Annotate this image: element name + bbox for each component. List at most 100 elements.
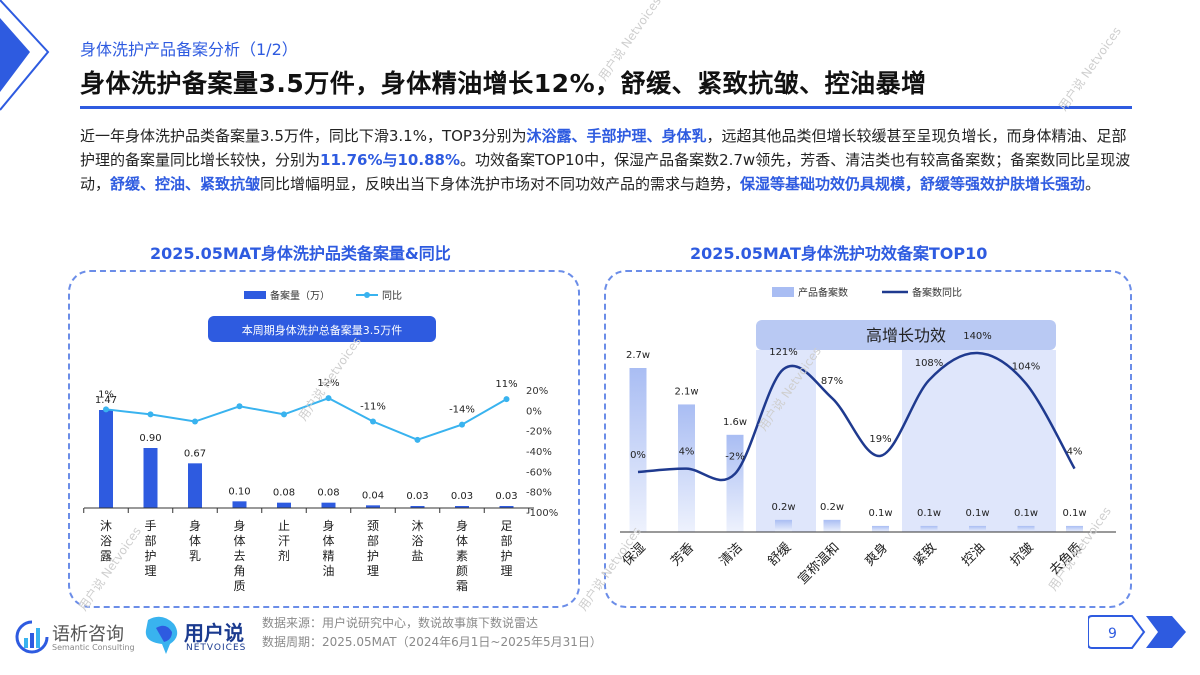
yoy-point <box>103 406 109 413</box>
category-label: 手部护理 <box>144 519 156 578</box>
summary-highlight-2: 11.76%与10.88% <box>320 151 460 169</box>
highlight-band <box>902 350 1056 532</box>
legend-bar-swatch <box>772 287 794 297</box>
logo1-name: 语析咨询 <box>52 624 124 645</box>
category-bar <box>99 410 113 508</box>
category-label: 控油 <box>959 540 988 569</box>
summary-highlight-3: 舒缓、控油、紧致抗皱 <box>110 175 261 193</box>
section-subtitle: 身体洗护产品备案分析（1/2） <box>80 40 298 59</box>
category-label: 爽身 <box>862 540 892 570</box>
bar-value-label: 0.03 <box>451 491 473 502</box>
highlight-header-label: 高增长功效 <box>866 326 946 345</box>
category-label: 身体去角质 <box>233 518 245 593</box>
bar-value-label: 0.08 <box>273 488 295 499</box>
legend-line-label: 同比 <box>382 290 402 302</box>
category-label: 抗皱 <box>1007 540 1037 570</box>
bar-value-label: 0.1w <box>1014 508 1038 519</box>
right-chart-title: 2025.05MAT身体洗护功效备案TOP10 <box>690 244 988 263</box>
bar-value-label: 2.1w <box>674 386 698 397</box>
yoy-label: 121% <box>769 347 798 358</box>
bar-value-label: 1.6w <box>723 417 747 428</box>
yoy-point <box>325 395 332 402</box>
category-label: 止汗剂 <box>278 519 290 563</box>
yoy-label: 140% <box>963 331 992 342</box>
data-source-note: 数据来源：用户说研究中心，数说故事旗下数说雷达 <box>262 616 539 630</box>
category-label: 芳香 <box>668 540 697 569</box>
category-label: 足部护理 <box>500 519 512 578</box>
left-chart-panel: 备案量（万） 同比 本周期身体洗护总备案量3.5万件 20% 0% -20% -40% -60… <box>68 270 580 608</box>
y2-tick-label: 20% <box>526 386 548 397</box>
category-label: 沐浴露 <box>100 519 112 563</box>
yoy-label: 19% <box>869 434 891 445</box>
category-label: 清洁 <box>717 540 746 569</box>
category-label: 宣称温和 <box>795 540 843 588</box>
y2-tick-label: -60% <box>526 467 552 478</box>
yoy-label: 87% <box>821 376 843 387</box>
watermark: 用户说 Netvoices <box>1055 24 1124 114</box>
highlight-band <box>756 350 816 532</box>
category-label: 舒缓 <box>765 540 794 569</box>
category-label: 身体精油 <box>322 518 334 578</box>
yoy-label: 1% <box>98 389 114 400</box>
yoy-label: 108% <box>915 358 944 369</box>
legend-bar-label: 备案量（万） <box>270 289 330 302</box>
summary-highlight-1: 沐浴露、手部护理、身体乳 <box>526 127 707 145</box>
legend-line-marker <box>364 292 370 298</box>
yoy-point <box>192 418 198 425</box>
summary-text-2: ，远超其他品类但增长较缓甚至呈现负增长，而身体精油、足部护理的备案量同比增长较快… <box>80 127 1127 169</box>
bar-value-label: 0.10 <box>228 486 250 497</box>
yoy-label: -2% <box>725 452 744 463</box>
bar-value-label: 0.2w <box>820 502 844 513</box>
yoy-label: 4% <box>679 447 695 458</box>
logo2-name: 用户说 <box>184 621 244 645</box>
category-label: 身体素颜霜 <box>456 518 468 593</box>
category-label: 去角质 <box>1047 540 1085 578</box>
efficacy-bar <box>920 525 938 532</box>
total-callout-text: 本周期身体洗护总备案量3.5万件 <box>242 323 403 337</box>
legend-bar-label: 产品备案数 <box>798 286 848 299</box>
efficacy-bar <box>629 368 647 532</box>
summary-highlight-4: 保湿等基础功效仍具规模，舒缓等强效护肤增长强劲 <box>740 175 1086 193</box>
category-bar <box>499 506 514 508</box>
y2-tick-label: -80% <box>526 488 552 499</box>
logo2-english: NETVOICES <box>186 643 247 653</box>
yoy-label: 0% <box>630 450 646 461</box>
page-title: 身体洗护备案量3.5万件，身体精油增长12%，舒缓、紧致抗皱、控油暴增 <box>80 69 927 98</box>
data-period-note: 数据周期：2025.05MAT（2024年6月1日~2025年5月31日） <box>262 635 602 649</box>
summary-text-3: 。功效备案TOP10中，保湿产品备案数2.7w领先，芳香、清洁类也有较高备案数；… <box>80 151 1131 193</box>
category-label: 颈部护理 <box>367 519 379 578</box>
yoy-label: -11% <box>360 402 386 413</box>
category-bar <box>277 502 291 508</box>
legend-line-label: 备案数同比 <box>912 286 962 299</box>
bar-value-label: 0.90 <box>139 433 161 444</box>
bar-value-label: 0.1w <box>868 508 892 519</box>
y2-tick-label: -40% <box>526 447 552 458</box>
efficacy-bar <box>726 434 744 532</box>
y2-tick-label: -100% <box>526 508 558 519</box>
category-bar <box>455 506 469 508</box>
category-bar <box>143 448 158 508</box>
efficacy-bar <box>1017 525 1035 532</box>
bar-value-label: 0.1w <box>1062 508 1086 519</box>
yoy-label: -14% <box>449 405 475 416</box>
page-number: 9 <box>1108 626 1117 642</box>
bar-value-label: 0.04 <box>362 490 384 501</box>
bar-value-label: 0.03 <box>406 491 428 502</box>
page-number-badge: 9 <box>1088 615 1186 649</box>
summary-text-5: 。 <box>1085 175 1101 193</box>
bar-value-label: 0.1w <box>965 508 989 519</box>
logo1-english: Semantic Consulting <box>52 643 135 652</box>
bar-value-label: 0.08 <box>317 488 339 499</box>
category-bar <box>366 505 380 508</box>
legend-bar-swatch <box>244 291 266 299</box>
yoy-point <box>370 418 376 425</box>
yoy-label: 104% <box>1012 362 1041 373</box>
yoy-label: 11% <box>495 379 517 390</box>
yoy-point <box>414 436 421 443</box>
category-label: 身体乳 <box>189 518 201 563</box>
y2-tick-label: -20% <box>526 427 552 438</box>
bar-value-label: 1.47 <box>95 395 117 406</box>
title-divider <box>80 106 1132 109</box>
category-bar <box>188 463 202 508</box>
